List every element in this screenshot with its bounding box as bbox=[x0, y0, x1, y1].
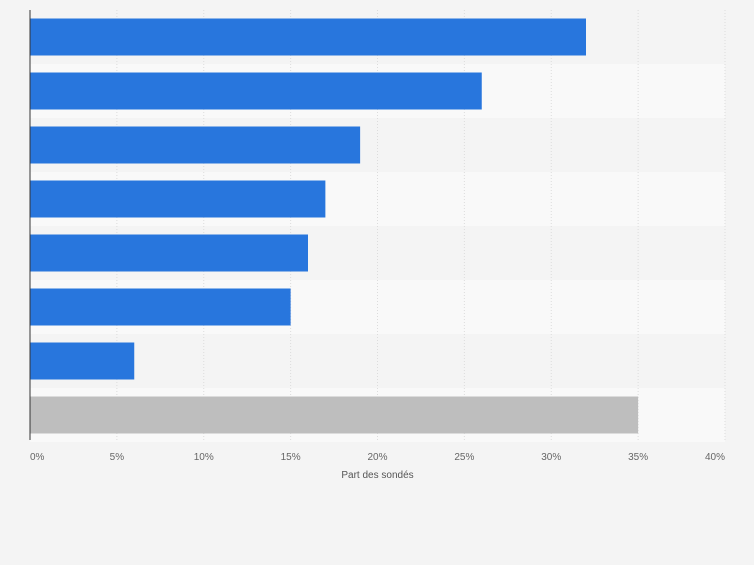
x-tick-label: 25% bbox=[454, 452, 474, 463]
x-tick-label: 35% bbox=[628, 452, 648, 463]
bar bbox=[30, 234, 308, 272]
x-tick-label: 30% bbox=[541, 452, 561, 463]
bars bbox=[30, 18, 639, 434]
bar bbox=[30, 126, 361, 164]
bar bbox=[30, 180, 326, 218]
bar bbox=[30, 342, 135, 380]
x-tick-labels: 0% 5% 10% 15% 20% 25% 30% 35% 40% bbox=[30, 452, 725, 463]
x-tick-label: 40% bbox=[705, 452, 725, 463]
bar bbox=[30, 396, 639, 434]
x-tick-label: 0% bbox=[30, 452, 45, 463]
bar bbox=[30, 18, 586, 56]
x-tick-label: 15% bbox=[281, 452, 301, 463]
x-axis-label: Part des sondés bbox=[341, 470, 413, 481]
x-tick-label: 20% bbox=[367, 452, 387, 463]
x-tick-label: 5% bbox=[110, 452, 125, 463]
bar bbox=[30, 72, 482, 110]
bar bbox=[30, 288, 291, 326]
x-tick-label: 10% bbox=[194, 452, 214, 463]
